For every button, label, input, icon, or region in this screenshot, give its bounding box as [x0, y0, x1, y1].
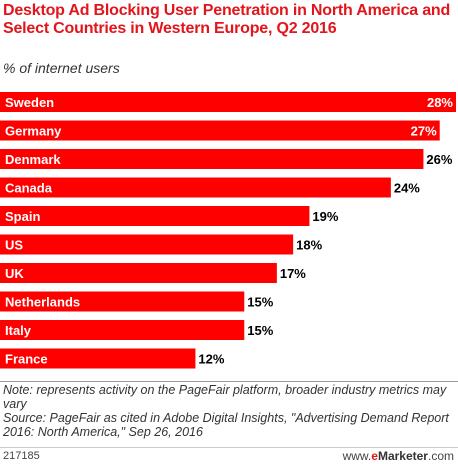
- chart-notes: Note: represents activity on the PageFai…: [3, 383, 455, 439]
- value-label: 15%: [247, 323, 273, 338]
- brand-e: e: [371, 449, 378, 463]
- value-label: 28%: [427, 95, 453, 110]
- bar-chart: Sweden 28% Germany 27% Denmark 26% Canada 24% Sp…: [0, 92, 456, 369]
- value-label: 15%: [247, 295, 273, 310]
- category-label: Canada: [5, 181, 53, 196]
- category-label: Sweden: [5, 95, 54, 110]
- note-text: Note: represents activity on the PageFai…: [3, 383, 447, 411]
- footer-bar: 217185 www.eMarketer.com: [0, 447, 458, 464]
- brand-name: Marketer: [377, 449, 428, 463]
- bar-sweden: [0, 92, 456, 112]
- category-label: Netherlands: [5, 295, 80, 310]
- bar-netherlands: [0, 291, 245, 312]
- bar-spain: [0, 206, 310, 226]
- bar-us: [0, 234, 294, 255]
- chart-id: 217185: [3, 450, 40, 462]
- bar-canada: [0, 177, 391, 198]
- category-label: Spain: [5, 209, 40, 224]
- chart-title: Desktop Ad Blocking User Penetration in …: [3, 2, 451, 37]
- category-label: US: [5, 238, 23, 253]
- source-text: Source: PageFair as cited in Adobe Digit…: [3, 411, 449, 439]
- category-label: Germany: [5, 124, 62, 139]
- bar-france: [0, 348, 196, 369]
- category-label: Denmark: [5, 152, 61, 167]
- brand-suffix: .com: [427, 449, 454, 463]
- value-label: 17%: [280, 266, 306, 281]
- value-label: 12%: [198, 352, 224, 367]
- chart-subtitle: % of internet users: [3, 60, 120, 76]
- value-label: 26%: [426, 152, 452, 167]
- value-label: 18%: [296, 238, 322, 253]
- bar-germany: [0, 120, 440, 141]
- category-label: Italy: [5, 323, 32, 338]
- value-label: 19%: [312, 209, 338, 224]
- footer-divider: [0, 381, 458, 382]
- brand-link[interactable]: www.eMarketer.com: [343, 449, 454, 463]
- brand-prefix: www.: [342, 449, 372, 463]
- category-label: France: [5, 352, 48, 367]
- bar-italy: [0, 320, 245, 340]
- category-label: UK: [5, 266, 24, 281]
- bar-denmark: [0, 149, 424, 169]
- value-label: 24%: [394, 181, 420, 196]
- bar-uk: [0, 263, 277, 283]
- value-label: 27%: [411, 124, 437, 139]
